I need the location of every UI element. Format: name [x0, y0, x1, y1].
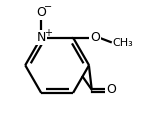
Text: O: O — [90, 31, 100, 44]
Text: −: − — [44, 2, 52, 12]
Text: +: + — [44, 28, 52, 38]
Text: O: O — [36, 6, 46, 19]
Text: O: O — [106, 83, 116, 96]
Text: CH₃: CH₃ — [112, 38, 133, 48]
Text: N: N — [36, 31, 46, 44]
